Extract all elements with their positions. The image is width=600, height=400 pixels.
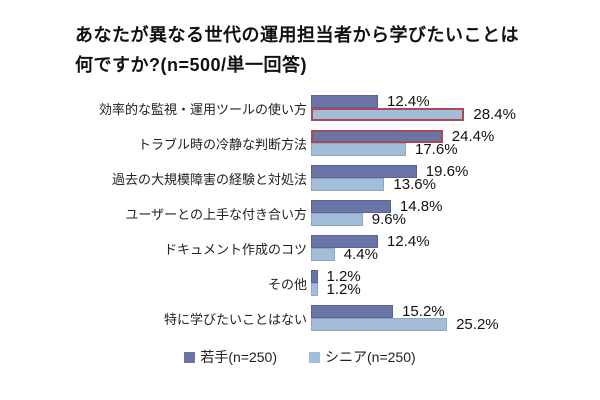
- bar-senior: [311, 213, 363, 226]
- value-label-wakate: 1.2%: [326, 268, 361, 285]
- category-label: ユーザーとの上手な付き合い方: [125, 206, 307, 222]
- chart-row: その他 1.2% 1.2%: [36, 268, 516, 305]
- legend-label-wakate: 若手(n=250): [200, 349, 277, 365]
- value-label-wakate: 24.4%: [451, 128, 495, 145]
- bar-wakate: [311, 305, 394, 318]
- category-label: トラブル時の冷静な判断方法: [137, 136, 307, 152]
- bar-wakate: [311, 235, 378, 248]
- chart-row: 効率的な監視・運用ツールの使い方 12.4% 28.4%: [36, 93, 516, 130]
- legend-label-senior: シニア(n=250): [325, 349, 416, 365]
- value-label-senior: 9.6%: [371, 211, 406, 228]
- legend-swatch-wakate: [184, 351, 196, 363]
- value-label-senior: 1.2%: [326, 281, 361, 298]
- bar-senior: [311, 143, 406, 156]
- category-label: その他: [267, 276, 307, 292]
- bar-wakate: [311, 200, 391, 213]
- bar-wakate: [311, 165, 417, 178]
- legend-swatch-senior: [309, 351, 320, 363]
- category-label: 過去の大規模障害の経験と対処法: [111, 171, 307, 187]
- value-label-wakate: 19.6%: [425, 163, 469, 180]
- bar-senior: [311, 283, 318, 296]
- chart-title-line2: 何ですか?(n=500/単一回答): [75, 55, 308, 75]
- value-label-wakate: 15.2%: [402, 303, 445, 320]
- chart-row: トラブル時の冷静な判断方法 24.4% 17.6%: [36, 128, 516, 165]
- bar-group: 19.6% 13.6%: [311, 163, 469, 193]
- value-label-senior: 13.6%: [393, 176, 436, 193]
- value-label-wakate: 12.4%: [387, 233, 430, 250]
- bar-wakate: [311, 130, 443, 143]
- value-label-senior: 25.2%: [456, 316, 499, 333]
- chart-row: ドキュメント作成のコツ 12.4% 4.4%: [36, 233, 516, 270]
- bar-senior: [311, 248, 335, 261]
- value-label-senior: 4.4%: [343, 246, 378, 263]
- value-label-senior: 28.4%: [473, 106, 516, 123]
- value-label-senior: 17.6%: [415, 141, 458, 158]
- bar-wakate: [311, 95, 378, 108]
- chart-rows: 効率的な監視・運用ツールの使い方 12.4% 28.4% トラブル時の冷静な判断方法 2…: [36, 93, 516, 340]
- category-label: ドキュメント作成のコツ: [163, 241, 307, 257]
- category-label: 特に学びたいことはない: [163, 311, 307, 327]
- chart-row: 過去の大規模障害の経験と対処法 19.6% 13.6%: [36, 163, 516, 200]
- bar-senior: [311, 178, 385, 191]
- chart-row: ユーザーとの上手な付き合い方 14.8% 9.6%: [36, 198, 516, 235]
- bar-group: 12.4% 4.4%: [311, 233, 430, 263]
- bar-group: 15.2% 25.2%: [311, 303, 499, 333]
- bar-group: 12.4% 28.4%: [311, 93, 516, 123]
- bar-group: 1.2% 1.2%: [311, 268, 361, 298]
- chart-title-line1: あなたが異なる世代の運用担当者から学びたいことは: [75, 25, 519, 45]
- category-label: 効率的な監視・運用ツールの使い方: [98, 101, 307, 117]
- bar-wakate: [311, 270, 318, 283]
- chart-title: あなたが異なる世代の運用担当者から学びたいことは 何ですか?(n=500/単一回…: [75, 20, 575, 80]
- bar-senior: [311, 108, 465, 121]
- value-label-wakate: 14.8%: [399, 198, 443, 215]
- bar-senior: [311, 318, 448, 331]
- chart-row: 特に学びたいことはない 15.2% 25.2%: [36, 303, 516, 340]
- legend-item-senior: シニア(n=250): [309, 347, 416, 367]
- value-label-wakate: 12.4%: [387, 93, 430, 110]
- bar-group: 24.4% 17.6%: [311, 128, 495, 158]
- legend-item-wakate: 若手(n=250): [184, 347, 277, 367]
- legend: 若手(n=250) シニア(n=250): [0, 347, 600, 367]
- bar-group: 14.8% 9.6%: [311, 198, 443, 228]
